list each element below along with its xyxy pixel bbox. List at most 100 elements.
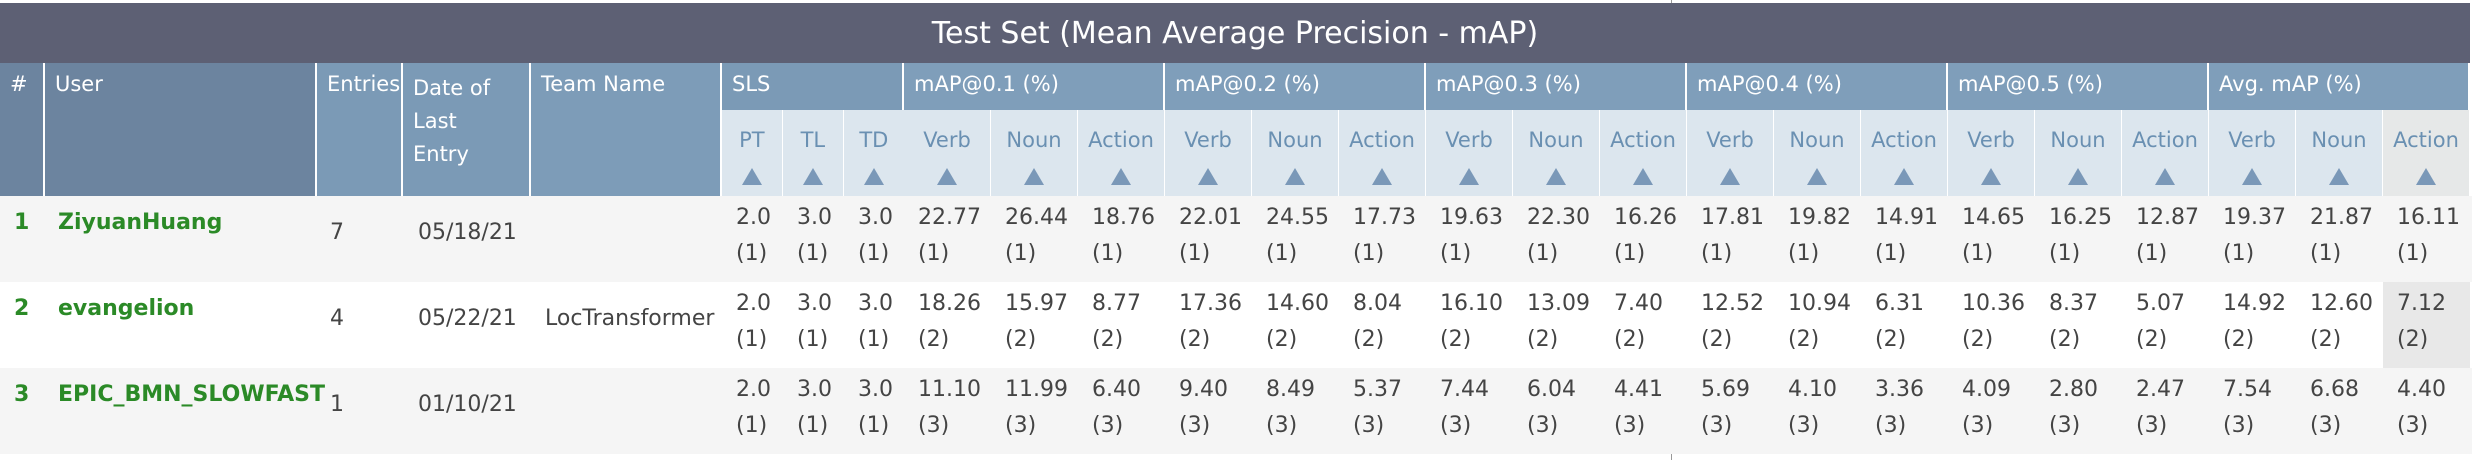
sort-column-label: Action [1088,128,1154,152]
sort-ascending-icon[interactable] [802,168,823,185]
score-rank: (1) [858,327,890,352]
sort-ascending-icon[interactable] [2329,168,2349,185]
sort-column-header[interactable]: Verb [1426,110,1513,196]
score-value: 13.09 [1527,291,1590,316]
score-value: 9.40 [1179,377,1228,402]
sort-column-header[interactable]: Verb [2209,110,2296,196]
sort-column-header[interactable]: TL [783,110,844,196]
sort-ascending-icon[interactable] [2155,168,2175,185]
sort-ascending-icon[interactable] [1546,168,1566,185]
score-value: 22.77 [918,205,981,230]
sort-column-header[interactable]: TD [844,110,905,196]
header-rank: # [0,63,45,196]
sort-column-header[interactable]: Noun [2296,110,2383,196]
score-cell: 10.36 (2) [1948,282,2035,368]
sort-column-header[interactable]: Action [1861,110,1948,196]
score-cell: 14.60 (2) [1252,282,1339,368]
sort-ascending-icon[interactable] [1633,168,1653,185]
score-cell: 3.0 (1) [783,282,844,368]
score-rank: (2) [2223,327,2255,352]
user-link[interactable]: EPIC_BMN_SLOWFAST [58,382,325,407]
sort-column-header[interactable]: Noun [2035,110,2122,196]
score-cell: 2.0 (1) [722,196,783,282]
score-cell: 5.69 (3) [1687,368,1774,454]
sort-column-label: Action [1349,128,1415,152]
score-rank: (1) [736,413,768,438]
sort-ascending-icon[interactable] [1024,168,1044,185]
sort-ascending-icon[interactable] [863,168,884,185]
sort-ascending-icon[interactable] [1459,168,1479,185]
sort-column-header[interactable]: Noun [1513,110,1600,196]
sort-ascending-icon[interactable] [1981,168,2001,185]
sort-ascending-icon[interactable] [1198,168,1218,185]
sort-column-header[interactable]: Noun [1774,110,1861,196]
sort-ascending-icon[interactable] [2242,168,2262,185]
score-value: 4.41 [1614,377,1663,402]
sort-column-header[interactable]: Verb [904,110,991,196]
score-cell: 17.81 (1) [1687,196,1774,282]
score-rank: (1) [2310,241,2342,266]
sort-column-label: Noun [2311,128,2367,152]
score-value: 4.40 [2397,377,2446,402]
sort-ascending-icon[interactable] [937,168,957,185]
score-rank: (1) [2223,241,2255,266]
sort-column-header[interactable]: Noun [991,110,1078,196]
score-cell: 6.31 (2) [1861,282,1948,368]
sort-ascending-icon[interactable] [741,168,762,185]
score-rank: (1) [1875,241,1907,266]
user-link[interactable]: ZiyuanHuang [58,210,223,235]
score-value: 14.91 [1875,205,1938,230]
score-rank: (3) [1701,413,1733,438]
sort-ascending-icon[interactable] [1111,168,1131,185]
score-value: 3.0 [797,291,832,316]
sort-column-header[interactable]: Action [1078,110,1165,196]
header-group-label: mAP@0.5 (%) [1958,72,2103,96]
header-group-label: mAP@0.3 (%) [1436,72,1581,96]
sort-ascending-icon[interactable] [1807,168,1827,185]
score-cell: 2.47 (3) [2122,368,2209,454]
score-value: 12.60 [2310,291,2373,316]
score-rank: (1) [1353,241,1385,266]
score-value: 17.36 [1179,291,1242,316]
sort-column-header[interactable]: PT [722,110,783,196]
sort-column-label: Action [2393,128,2459,152]
score-value: 8.04 [1353,291,1402,316]
sort-ascending-icon[interactable] [1285,168,1305,185]
score-rank: (2) [1875,327,1907,352]
score-cell: 17.36 (2) [1165,282,1252,368]
sort-ascending-icon[interactable] [1894,168,1914,185]
sort-column-header[interactable]: Verb [1165,110,1252,196]
score-cell: 21.87 (1) [2296,196,2383,282]
sort-ascending-icon[interactable] [2068,168,2088,185]
user-link[interactable]: evangelion [58,296,195,321]
sort-column-header[interactable]: Action [1600,110,1687,196]
score-rank: (3) [1962,413,1994,438]
sort-column-label: TL [800,128,826,152]
sort-ascending-icon[interactable] [2416,168,2436,185]
score-value: 19.82 [1788,205,1851,230]
sort-column-header[interactable]: Action [1339,110,1426,196]
sort-ascending-icon[interactable] [1720,168,1740,185]
score-value: 12.52 [1701,291,1764,316]
sort-column-header[interactable]: Verb [1687,110,1774,196]
score-cell: 3.0 (1) [844,282,905,368]
score-cell: 7.54 (3) [2209,368,2296,454]
last-entry-date: 01/10/21 [418,392,517,417]
score-cell: 3.0 (1) [783,368,844,454]
score-rank: (3) [1092,413,1124,438]
sort-ascending-icon[interactable] [1372,168,1392,185]
score-rank: (2) [1005,327,1037,352]
table-row [0,368,2472,454]
sort-column-header[interactable]: Verb [1948,110,2035,196]
sort-column-header[interactable]: Action [2383,110,2470,196]
score-cell: 11.99 (3) [991,368,1078,454]
sort-column-header[interactable]: Noun [1252,110,1339,196]
score-cell: 17.73 (1) [1339,196,1426,282]
header-group: mAP@0.3 (%) [1426,63,1687,110]
table-row [0,196,2472,282]
sort-column-header[interactable]: Action [2122,110,2209,196]
score-rank: (2) [1440,327,1472,352]
score-cell: 3.0 (1) [844,368,905,454]
score-cell: 19.37 (1) [2209,196,2296,282]
team-name [545,220,725,250]
